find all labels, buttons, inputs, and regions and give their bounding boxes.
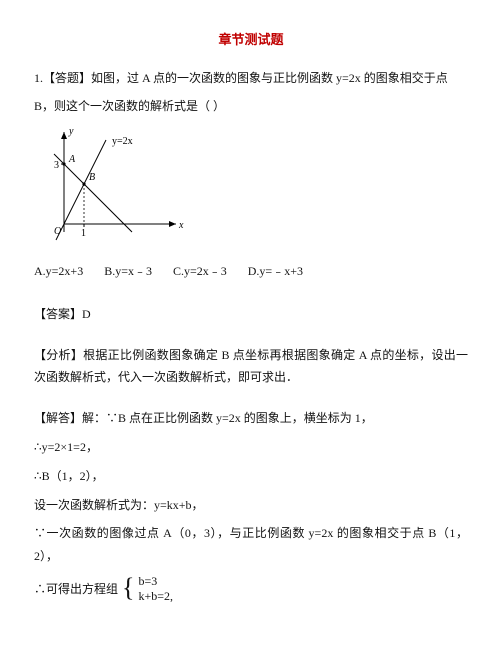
- question-stem-2: B，则这个一次函数的解析式是（ ）: [34, 95, 468, 118]
- option-c: C.y=2x﹣3: [173, 264, 227, 278]
- line-label: y=2x: [112, 136, 133, 147]
- point-b-label: B: [89, 172, 95, 183]
- answer: 【答案】D: [34, 303, 468, 326]
- eq-bot: k+b=2,: [139, 589, 174, 604]
- point-a-label: A: [68, 154, 76, 165]
- x-axis-label: x: [178, 220, 184, 231]
- brace-icon: {: [122, 575, 134, 601]
- eq-top: b=3: [139, 574, 174, 589]
- tick-y-3: 3: [54, 160, 59, 171]
- page-title: 章节测试题: [34, 28, 468, 53]
- options-row: A.y=2x+3 B.y=x﹣3 C.y=2x﹣3 D.y=﹣x+3: [34, 260, 468, 283]
- solve-l2: ∴B（1，2），: [34, 465, 468, 488]
- option-d: D.y=﹣x+3: [248, 264, 303, 278]
- y-axis-label: y: [68, 126, 74, 137]
- solve-l3: 设一次函数解析式为：y=kx+b，: [34, 494, 468, 517]
- analysis: 【分析】根据正比例函数图象确定 B 点坐标再根据图象确定 A 点的坐标，设出一次…: [34, 344, 468, 390]
- solve-head: 【解答】解：∵B 点在正比例函数 y=2x 的图象上，横坐标为 1，: [34, 407, 468, 430]
- solve-l5-prefix: ∴可得出方程组: [34, 578, 118, 601]
- solve-l5: ∴可得出方程组 { b=3 k+b=2,: [34, 574, 468, 604]
- solve-l4: ∵一次函数的图像过点 A（0，3），与正比例函数 y=2x 的图象相交于点 B（…: [34, 522, 468, 568]
- question-stem-1: 1.【答题】如图，过 A 点的一次函数的图象与正比例函数 y=2x 的图象相交于…: [34, 67, 468, 90]
- solve-l1: ∴y=2×1=2，: [34, 436, 468, 459]
- origin-label: O: [54, 226, 61, 237]
- tick-x-1: 1: [81, 228, 86, 239]
- figure: y x O y=2x A B 3 1: [36, 124, 468, 252]
- option-a: A.y=2x+3: [34, 264, 83, 278]
- option-b: B.y=x﹣3: [104, 264, 152, 278]
- equation-system: b=3 k+b=2,: [139, 574, 174, 604]
